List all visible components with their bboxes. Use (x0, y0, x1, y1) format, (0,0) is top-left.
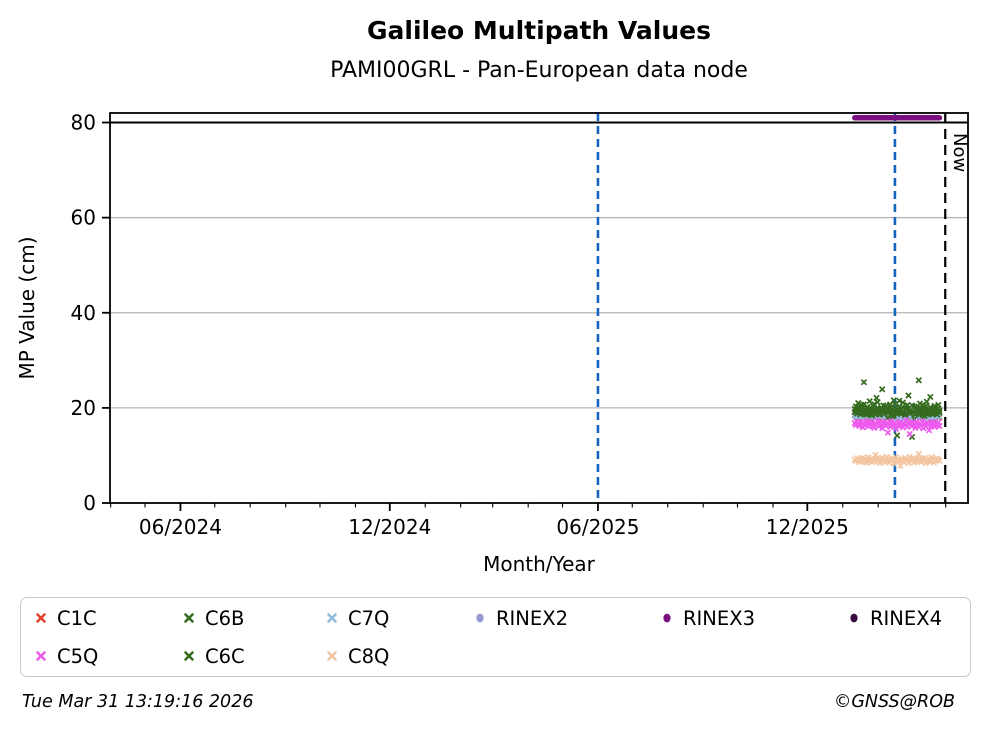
chart-title: Galileo Multipath Values (367, 16, 711, 45)
legend-item-c7q: C7Q (325, 606, 389, 630)
x-axis-label: Month/Year (483, 552, 596, 576)
now-label: Now (949, 133, 970, 172)
legend-label: C1C (57, 606, 97, 630)
legend-item-c6c: C6C (182, 644, 245, 668)
legend-label: RINEX2 (496, 606, 568, 630)
series-c5q (851, 416, 943, 438)
y-tick-label: 20 (71, 396, 96, 420)
plot-border (109, 112, 969, 504)
y-axis-label: MP Value (cm) (15, 236, 39, 379)
x-tick-label: 12/2024 (348, 515, 431, 539)
dot-marker-icon (660, 611, 674, 625)
vlines: Now (596, 113, 970, 503)
copyright-text: ©GNSS@ROB (833, 692, 955, 712)
legend-item-c8q: C8Q (325, 644, 389, 668)
y-tick-label: 60 (71, 206, 96, 230)
dot-marker-icon (473, 611, 487, 625)
x-marker-icon (325, 611, 339, 625)
x-marker-icon (182, 649, 196, 663)
x-marker-icon (34, 611, 48, 625)
legend-label: C7Q (348, 606, 390, 630)
x-marker-icon (325, 649, 339, 663)
y-tick-label: 40 (71, 301, 96, 325)
legend-label: RINEX3 (683, 606, 755, 630)
x-tick-label: 06/2024 (139, 515, 222, 539)
x-marker-icon (182, 611, 196, 625)
x-axis: 06/2024 12/2024 06/2025 12/2025 (110, 503, 947, 539)
dot-marker-icon (847, 611, 861, 625)
y-tick-label: 0 (83, 491, 96, 515)
y-tick-label: 80 (71, 111, 96, 135)
series-c8q (851, 450, 943, 470)
legend-label: C5Q (57, 644, 99, 668)
legend-item-c5q: C5Q (34, 644, 98, 668)
y-axis: 0 20 40 60 80 (71, 111, 110, 515)
multipath-plot: Now 0 20 40 60 80 06/2024 12/2024 06/2025 12/2025… (15, 111, 970, 576)
legend-label: C6C (205, 644, 245, 668)
gridlines (110, 217, 968, 409)
timestamp-text: Tue Mar 31 13:19:16 2026 (22, 692, 254, 712)
legend-item-rinex4: RINEX4 (847, 606, 942, 630)
legend-box: C1C C5Q C6B C6C C7Q C8Q RINEX2 RINEX3 RINEX4 (20, 597, 971, 677)
legend-item-rinex2: RINEX2 (473, 606, 568, 630)
chart-subtitle: PAMI00GRL - Pan-European data node (330, 58, 748, 83)
x-tick-label: 06/2025 (556, 515, 639, 539)
legend-item-c6b: C6B (182, 606, 244, 630)
x-tick-label: 12/2025 (766, 515, 849, 539)
legend-label: RINEX4 (870, 606, 942, 630)
x-marker-icon (34, 649, 48, 663)
legend-item-c1c: C1C (34, 606, 97, 630)
legend-item-rinex3: RINEX3 (660, 606, 755, 630)
legend-label: C6B (205, 606, 245, 630)
legend-label: C8Q (348, 644, 390, 668)
